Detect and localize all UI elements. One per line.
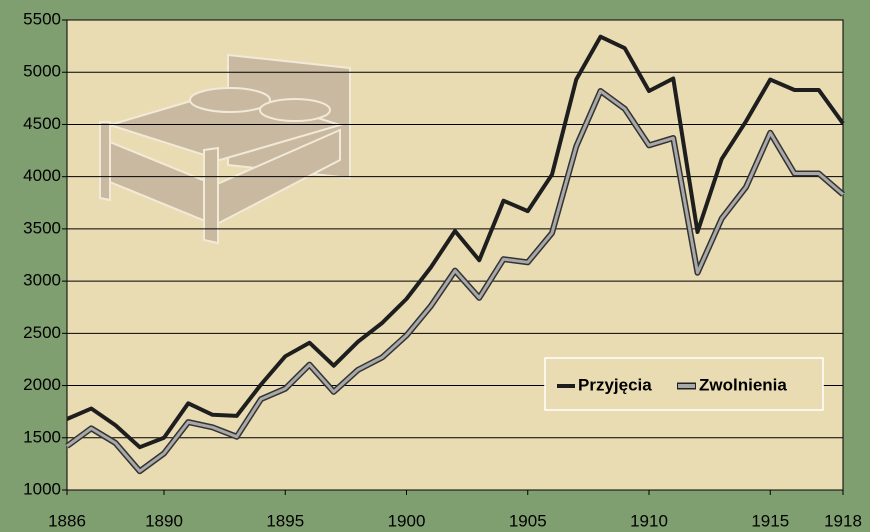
x-tick-label: 1905 xyxy=(509,511,547,530)
y-tick-label: 1000 xyxy=(23,479,61,498)
y-tick-label: 5500 xyxy=(23,9,61,28)
x-tick-label: 1890 xyxy=(145,511,183,530)
legend-label: Przyjęcia xyxy=(578,375,652,394)
y-tick-label: 3000 xyxy=(23,271,61,290)
x-tick-label: 1910 xyxy=(630,511,668,530)
y-tick-label: 4500 xyxy=(23,114,61,133)
legend-label: Zwolnienia xyxy=(699,375,787,394)
chart: Przyjęcia Zwolnienia 1000 1500 2000 2500 300… xyxy=(0,0,870,532)
legend: Przyjęcia Zwolnienia xyxy=(545,358,823,410)
x-tick-label: 1900 xyxy=(388,511,426,530)
x-tick-label: 1918 xyxy=(824,511,862,530)
x-tick-label: 1886 xyxy=(48,511,86,530)
x-tick-label: 1915 xyxy=(751,511,789,530)
y-tick-label: 4000 xyxy=(23,166,61,185)
plot-area xyxy=(67,20,843,490)
y-tick-label: 2000 xyxy=(23,375,61,394)
y-tick-label: 3500 xyxy=(23,218,61,237)
page: {"chart_data": {"type": "line", "x": [18… xyxy=(0,0,870,532)
y-tick-label: 1500 xyxy=(23,427,61,446)
x-tick-label: 1895 xyxy=(266,511,304,530)
y-tick-label: 5000 xyxy=(23,62,61,81)
y-tick-label: 2500 xyxy=(23,323,61,342)
